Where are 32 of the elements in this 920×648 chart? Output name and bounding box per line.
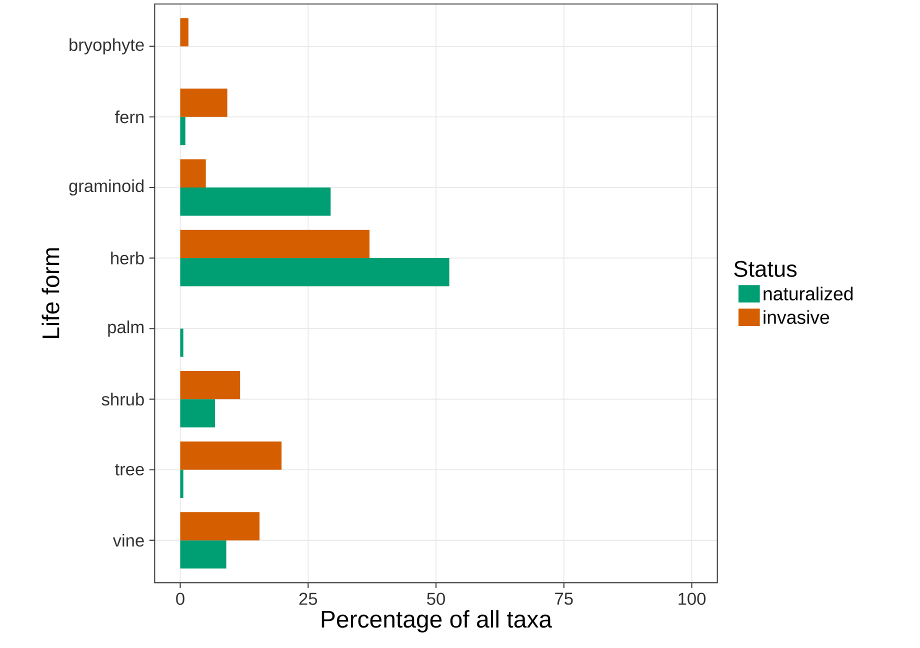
x-tick-label: 100 <box>678 592 706 605</box>
bar <box>180 328 184 357</box>
bar <box>180 470 184 498</box>
x-tick-label: 25 <box>299 592 318 605</box>
y-tick-label: graminoid <box>69 179 144 196</box>
bar <box>180 512 260 540</box>
x-tick-label: 0 <box>176 592 184 605</box>
bar <box>180 116 186 146</box>
bar <box>180 258 450 286</box>
legend-label: invasive <box>764 310 830 324</box>
y-tick-label: vine <box>112 534 144 547</box>
bar <box>180 442 282 470</box>
bar <box>180 540 226 569</box>
bar <box>180 159 206 188</box>
bar <box>180 399 216 428</box>
y-tick-label: palm <box>108 320 144 337</box>
legend-title: Status <box>734 260 797 277</box>
y-tick-label: fern <box>115 110 144 124</box>
x-tick-label: 75 <box>555 592 573 605</box>
y-tick-label: herb <box>111 252 144 264</box>
x-tick-label: 50 <box>427 592 445 605</box>
bar <box>180 88 228 117</box>
x-axis-title: Percentage of all taxa <box>322 610 552 632</box>
y-axis-title: Life form <box>42 248 60 338</box>
bar <box>180 230 370 258</box>
legend-label: naturalized <box>764 286 853 300</box>
y-tick-label: tree <box>115 464 144 476</box>
bar <box>180 370 240 400</box>
bar <box>180 18 188 46</box>
y-tick-label: bryophyte <box>70 38 144 54</box>
bar <box>180 187 331 216</box>
y-tick-label: shrub <box>102 392 144 406</box>
